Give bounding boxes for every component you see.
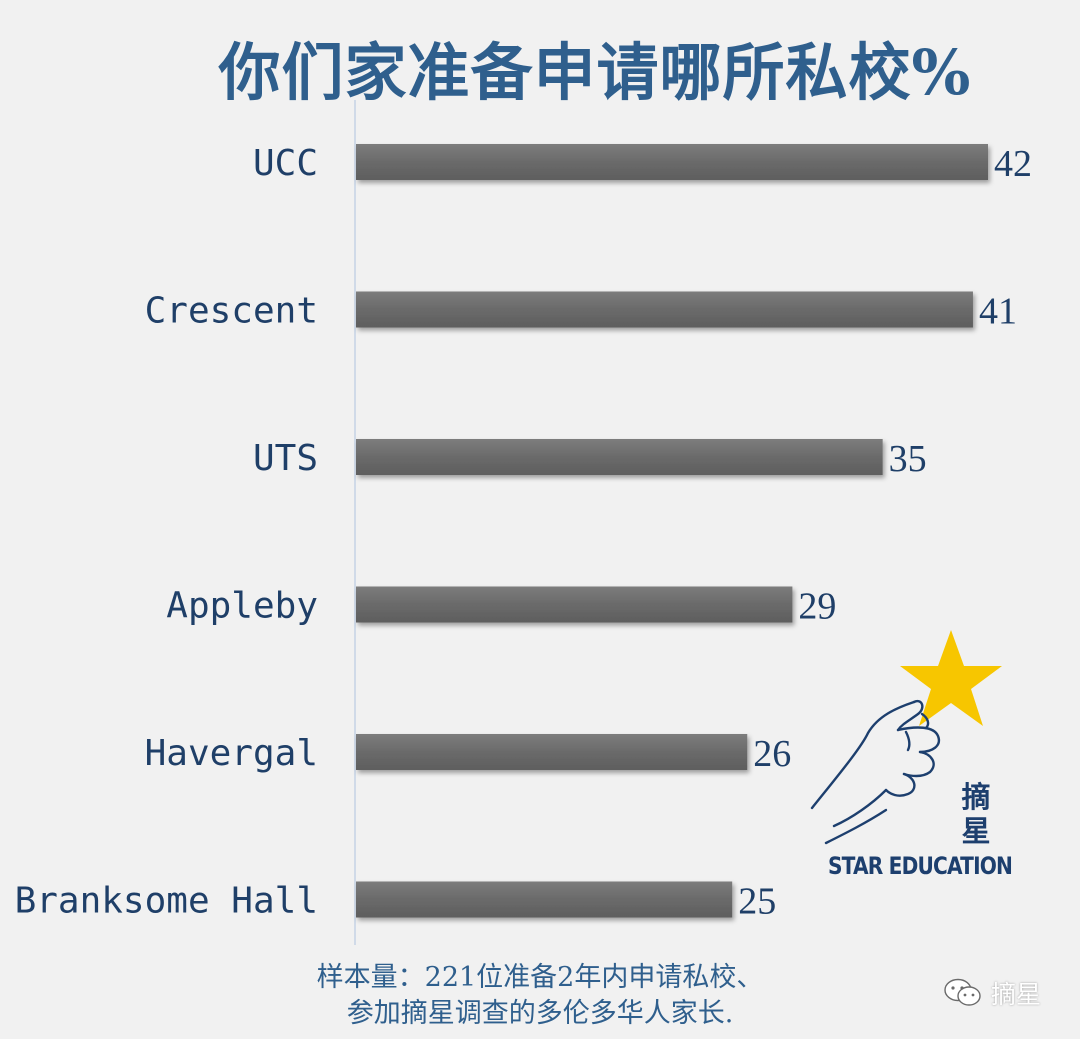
category-label: Havergal — [145, 733, 318, 774]
bar-crescent — [356, 291, 973, 328]
value-label: 29 — [798, 586, 836, 628]
wechat-watermark: 摘星 — [943, 976, 1041, 1010]
star-icon — [900, 630, 1002, 726]
value-label: 26 — [753, 733, 791, 775]
star-education-logo — [810, 630, 1002, 845]
footnote: 样本量：221位准备2年内申请私校、 参加摘星调查的多伦多华人家长. — [180, 960, 900, 1032]
category-label: Branksome Hall — [15, 881, 318, 922]
bar-havergal — [356, 734, 748, 770]
logo-english-text: STAR EDUCATION — [828, 852, 1013, 880]
hand-icon — [810, 699, 941, 845]
category-label: Appleby — [166, 586, 318, 627]
footnote-line-1: 样本量：221位准备2年内申请私校、 — [316, 962, 764, 993]
wechat-icon — [944, 978, 981, 1006]
value-label: 42 — [994, 143, 1032, 185]
category-label: UTS — [253, 438, 318, 479]
value-label: 35 — [889, 438, 927, 480]
bar-ucc — [356, 144, 988, 180]
footnote-line-2: 参加摘星调查的多伦多华人家长. — [346, 998, 734, 1029]
logo-chinese-text: 摘星 — [961, 780, 991, 848]
value-label: 25 — [738, 881, 776, 923]
wechat-account-label: 摘星 — [991, 980, 1042, 1009]
bar-uts — [356, 439, 883, 475]
bar-appleby — [356, 586, 793, 623]
category-label: UCC — [253, 143, 318, 184]
value-label: 41 — [979, 291, 1017, 333]
chart-title: 你们家准备申请哪所私校% — [218, 36, 972, 109]
bar-branksome-hall — [356, 881, 733, 918]
category-label: Crescent — [145, 291, 318, 332]
